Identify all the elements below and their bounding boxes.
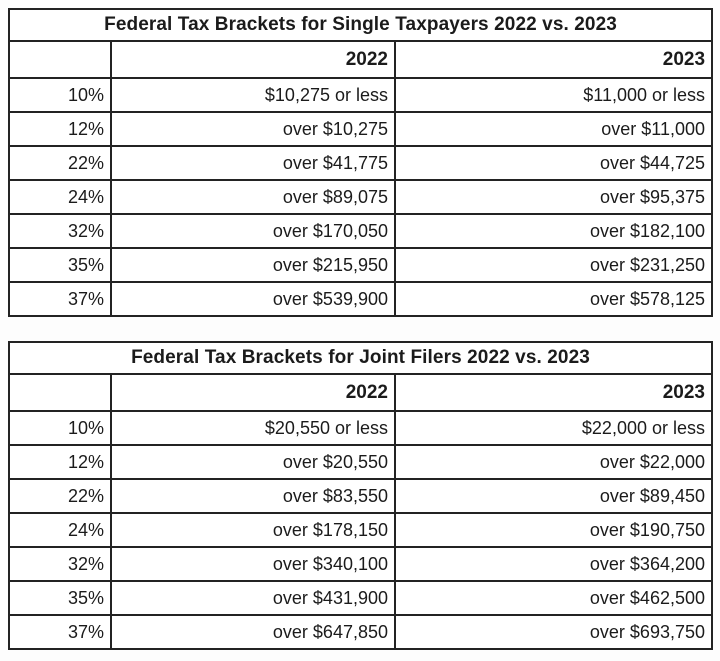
year-2022-header: 2022 xyxy=(110,373,396,412)
table-row: 37% over $647,850 over $693,750 xyxy=(8,614,713,650)
rate-cell: 24% xyxy=(8,179,112,215)
table-header-row: 2022 2023 xyxy=(8,40,714,79)
table-row: 12% over $20,550 over $22,000 xyxy=(8,444,713,480)
value-2023-cell: over $22,000 xyxy=(394,444,713,480)
table-title: Federal Tax Brackets for Single Taxpayer… xyxy=(7,8,714,42)
value-2022-cell: over $340,100 xyxy=(110,546,396,582)
table-title-row: Federal Tax Brackets for Single Taxpayer… xyxy=(7,8,714,42)
value-2023-cell: over $364,200 xyxy=(394,546,713,582)
value-2023-cell: over $462,500 xyxy=(394,580,713,616)
table-row: 24% over $178,150 over $190,750 xyxy=(8,512,713,548)
joint-filers-table: Federal Tax Brackets for Joint Filers 20… xyxy=(8,341,713,650)
value-2022-cell: over $178,150 xyxy=(110,512,396,548)
rate-cell: 22% xyxy=(8,478,112,514)
table-title: Federal Tax Brackets for Joint Filers 20… xyxy=(8,341,713,375)
value-2023-cell: over $89,450 xyxy=(394,478,713,514)
single-taxpayers-table: Federal Tax Brackets for Single Taxpayer… xyxy=(7,8,714,317)
empty-header-cell xyxy=(8,40,112,79)
table-row: 24% over $89,075 over $95,375 xyxy=(8,179,714,215)
value-2022-cell: over $10,275 xyxy=(110,111,396,147)
value-2022-cell: over $20,550 xyxy=(110,444,396,480)
value-2023-cell: over $11,000 xyxy=(393,111,714,147)
table-row: 22% over $41,775 over $44,725 xyxy=(8,145,714,181)
rate-cell: 32% xyxy=(8,546,112,582)
value-2023-cell: over $231,250 xyxy=(393,247,714,283)
rate-cell: 32% xyxy=(8,213,112,249)
value-2023-cell: $22,000 or less xyxy=(394,410,713,446)
table-row: 10% $20,550 or less $22,000 or less xyxy=(8,410,713,446)
rate-cell: 22% xyxy=(8,145,112,181)
table-row: 10% $10,275 or less $11,000 or less xyxy=(8,77,714,113)
year-2023-header: 2023 xyxy=(393,40,714,79)
value-2023-cell: over $95,375 xyxy=(393,179,714,215)
value-2022-cell: $20,550 or less xyxy=(110,410,396,446)
value-2022-cell: over $83,550 xyxy=(110,478,396,514)
empty-header-cell xyxy=(8,373,112,412)
table-title-row: Federal Tax Brackets for Joint Filers 20… xyxy=(8,341,713,375)
rate-cell: 12% xyxy=(8,444,112,480)
table-row: 35% over $431,900 over $462,500 xyxy=(8,580,713,616)
value-2022-cell: over $215,950 xyxy=(110,247,396,283)
value-2023-cell: $11,000 or less xyxy=(393,77,714,113)
rate-cell: 10% xyxy=(8,77,112,113)
value-2023-cell: over $190,750 xyxy=(394,512,713,548)
table-row: 37% over $539,900 over $578,125 xyxy=(8,281,714,317)
rate-cell: 35% xyxy=(8,247,112,283)
rate-cell: 24% xyxy=(8,512,112,548)
table-header-row: 2022 2023 xyxy=(8,373,713,412)
year-2023-header: 2023 xyxy=(394,373,713,412)
value-2022-cell: over $647,850 xyxy=(110,614,396,650)
rate-cell: 10% xyxy=(8,410,112,446)
rate-cell: 12% xyxy=(8,111,112,147)
value-2023-cell: over $578,125 xyxy=(393,281,714,317)
value-2022-cell: over $170,050 xyxy=(110,213,396,249)
value-2023-cell: over $182,100 xyxy=(393,213,714,249)
rate-cell: 35% xyxy=(8,580,112,616)
value-2022-cell: over $431,900 xyxy=(110,580,396,616)
value-2022-cell: $10,275 or less xyxy=(110,77,396,113)
rate-cell: 37% xyxy=(8,281,112,317)
value-2023-cell: over $44,725 xyxy=(393,145,714,181)
value-2022-cell: over $89,075 xyxy=(110,179,396,215)
table-row: 22% over $83,550 over $89,450 xyxy=(8,478,713,514)
year-2022-header: 2022 xyxy=(110,40,396,79)
table-row: 32% over $170,050 over $182,100 xyxy=(8,213,714,249)
value-2022-cell: over $539,900 xyxy=(110,281,396,317)
table-row: 12% over $10,275 over $11,000 xyxy=(8,111,714,147)
value-2023-cell: over $693,750 xyxy=(394,614,713,650)
rate-cell: 37% xyxy=(8,614,112,650)
value-2022-cell: over $41,775 xyxy=(110,145,396,181)
table-row: 35% over $215,950 over $231,250 xyxy=(8,247,714,283)
table-row: 32% over $340,100 over $364,200 xyxy=(8,546,713,582)
